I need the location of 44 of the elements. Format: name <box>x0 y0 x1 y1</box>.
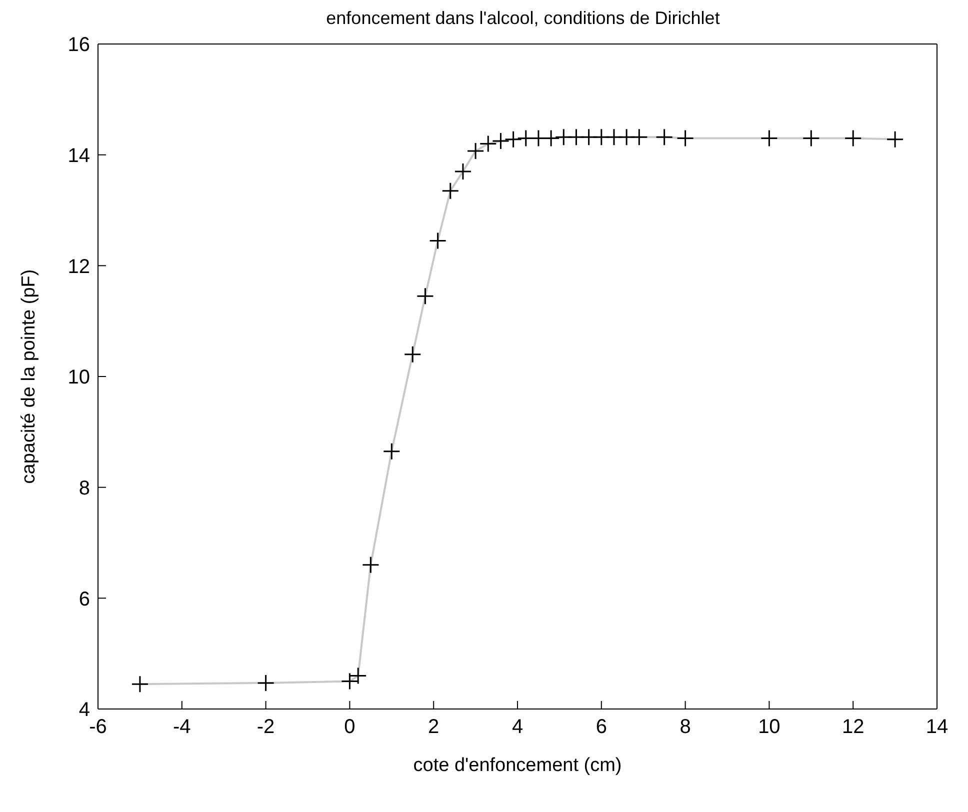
y-tick-label: 6 <box>78 588 90 610</box>
y-tick-label: 10 <box>68 366 90 389</box>
y-tick-label: 16 <box>68 34 90 56</box>
point <box>479 135 497 152</box>
point <box>429 232 447 250</box>
point <box>504 130 522 148</box>
point <box>442 182 460 200</box>
x-tick-label: 0 <box>344 716 356 738</box>
point <box>416 287 434 305</box>
x-axis-title: cote d'enfoncement (cm) <box>413 755 622 776</box>
chart-title: enfoncement dans l'alcool, conditions de Dirichlet <box>325 8 721 29</box>
y-tick-label: 4 <box>78 699 90 722</box>
x-tick-label: -6 <box>89 716 107 738</box>
point <box>466 142 484 160</box>
point <box>349 667 367 684</box>
point <box>630 128 648 146</box>
x-tick-label: 4 <box>512 716 524 738</box>
x-tick-label: 2 <box>428 716 440 738</box>
point <box>760 129 778 147</box>
point <box>340 672 358 690</box>
x-tick-label: 10 <box>758 716 780 738</box>
point <box>676 129 694 147</box>
y-tick-label: 12 <box>68 256 90 278</box>
x-tick-label: 6 <box>596 716 607 738</box>
point <box>886 130 904 148</box>
point <box>131 675 149 693</box>
point <box>656 128 674 146</box>
point <box>844 129 862 147</box>
point <box>492 132 510 150</box>
x-tick-label: 12 <box>842 716 864 738</box>
x-tick-label: 8 <box>680 716 691 738</box>
x-tick-label: 14 <box>926 716 948 738</box>
line-series <box>138 136 896 686</box>
point <box>802 129 820 147</box>
y-tick-label: 8 <box>78 477 90 500</box>
point <box>382 442 400 460</box>
x-tick-label: -4 <box>173 716 191 738</box>
point <box>404 346 422 364</box>
x-tick-label: -2 <box>256 716 275 738</box>
point <box>454 162 472 180</box>
point <box>362 556 380 574</box>
y-axis-title: capacité de la pointe (pF) <box>18 269 40 484</box>
y-tick-label: 14 <box>68 144 90 167</box>
point <box>257 674 275 692</box>
